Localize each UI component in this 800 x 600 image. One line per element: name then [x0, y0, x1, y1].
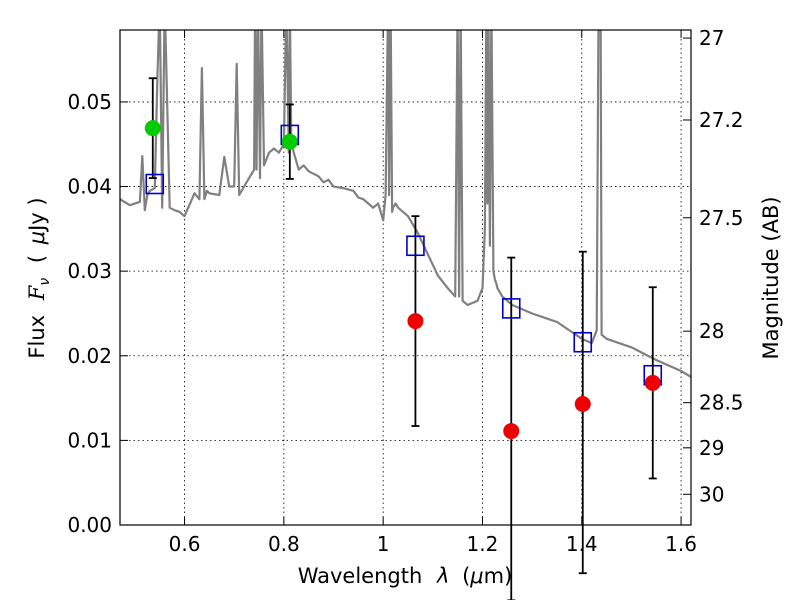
flux-point — [281, 133, 298, 150]
spectrum-line — [120, 30, 691, 378]
y-tick-label: 0.04 — [67, 175, 112, 199]
flux-point — [574, 396, 591, 412]
flux-point — [144, 120, 161, 137]
y-tick-label: 0.05 — [67, 90, 112, 114]
y-tick-label: 0.02 — [67, 344, 112, 368]
y2-axis-label: Magnitude (AB) — [759, 196, 783, 359]
y2-tick-label: 28.5 — [699, 391, 744, 415]
plot-frame — [119, 29, 692, 526]
y-tick-label: 0.01 — [67, 428, 112, 452]
flux-point — [407, 313, 424, 330]
model-photometry-square — [145, 173, 165, 195]
y-tick-label: 0.03 — [67, 259, 112, 283]
y2-tick-label: 29 — [699, 436, 724, 460]
x-tick-label: 1.4 — [566, 532, 598, 556]
x-tick-label: 0.6 — [169, 532, 201, 556]
y2-tick-label: 28 — [699, 319, 724, 343]
x-tick-label: 0.8 — [268, 532, 300, 556]
plot-area — [120, 30, 691, 525]
y2-tick-label: 27.2 — [699, 108, 744, 132]
flux-point — [503, 423, 520, 440]
y-tick-label: 0.00 — [67, 513, 112, 537]
x-tick-label: 1.6 — [665, 532, 697, 556]
y2-tick-label: 30 — [699, 482, 724, 506]
y2-tick-label: 27 — [699, 26, 724, 50]
x-axis-ticks: 0.6 0.8 1 1.2 1.4 1.6 — [169, 30, 697, 556]
x-axis-label: Wavelength λ (μm) — [298, 564, 513, 588]
x-tick-label: 1.2 — [467, 532, 499, 556]
y-axis-label: Flux Fν ( μJy ) — [25, 197, 54, 358]
flux-point — [644, 374, 661, 391]
y2-axis-ticks: 27 27.2 27.5 28 28.5 29 30 — [683, 26, 744, 506]
y-axis-ticks: 0.00 0.01 0.02 0.03 0.04 0.05 — [67, 90, 128, 537]
model-photometry-square — [406, 235, 425, 257]
data-markers — [144, 120, 663, 440]
model-photometry-square — [573, 331, 593, 353]
y2-tick-label: 27.5 — [699, 206, 744, 230]
spectrum-layer — [120, 30, 691, 378]
x-tick-label: 1 — [377, 532, 390, 556]
model-photometry-square — [501, 298, 521, 319]
